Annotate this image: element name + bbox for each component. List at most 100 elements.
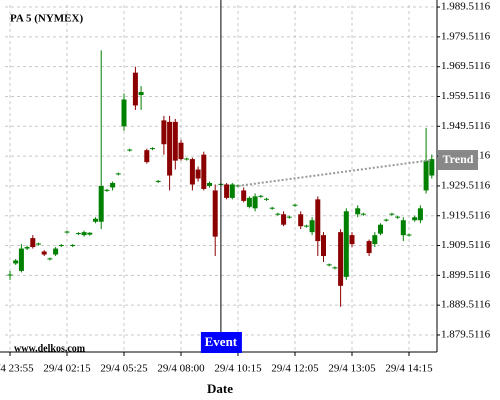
candle-body — [355, 208, 361, 215]
candle-body — [378, 224, 383, 234]
candle-body — [349, 235, 355, 245]
candle-body — [207, 182, 212, 186]
x-tick-label: 29/4 05:25 — [100, 363, 148, 375]
x-tick-label: 29/4 13:05 — [328, 363, 376, 375]
trend-box — [438, 150, 478, 171]
candle-body — [58, 244, 64, 246]
candle-body — [224, 184, 230, 198]
candle-body — [47, 258, 53, 260]
candle-body — [155, 180, 161, 182]
candle-body — [81, 232, 87, 236]
candle-body — [127, 149, 133, 151]
candle-body — [41, 251, 47, 255]
candle-body — [184, 158, 190, 160]
candle-body — [372, 235, 378, 245]
watermark: www.delkos.com — [14, 343, 86, 354]
candle-body — [264, 198, 269, 200]
trend-line — [237, 159, 432, 187]
event-label: Event — [205, 334, 238, 349]
candle-body — [53, 248, 59, 255]
candle-body — [87, 232, 93, 235]
candle-body — [178, 142, 184, 160]
candle-body — [132, 72, 138, 106]
candle-body — [395, 216, 401, 218]
candle-body — [315, 199, 321, 242]
candle-body — [303, 225, 309, 227]
candle-body — [93, 218, 98, 222]
y-tick-label: 1.889.5116 — [441, 299, 491, 311]
candle-body — [258, 195, 264, 197]
candle-body — [383, 219, 389, 221]
candle-body — [389, 213, 395, 215]
candle-body — [195, 169, 201, 179]
candle-body — [332, 267, 338, 269]
y-tick-label: 1.949.5116 — [441, 120, 491, 132]
chart-title: PA 5 (NYMEX) — [10, 13, 83, 25]
candle-body — [201, 154, 207, 189]
candle-body — [326, 264, 332, 266]
x-tick-label: 29/4 08:00 — [157, 363, 205, 375]
y-tick-label: 1.879.5116 — [441, 329, 491, 341]
candle-body — [104, 189, 110, 191]
y-tick-label: 1.929.5116 — [441, 179, 491, 191]
candle-body — [292, 204, 298, 206]
candle-body — [321, 235, 326, 257]
trend-label: Trend — [443, 152, 474, 166]
candle-body — [150, 148, 155, 150]
candle-body — [423, 160, 429, 191]
candle-body — [98, 185, 104, 222]
candle-body — [110, 182, 116, 188]
x-tick-label: 29/4 10:15 — [214, 363, 262, 375]
candle-body — [229, 184, 235, 198]
x-tick-label: 29/4 23:55 — [0, 363, 34, 375]
candle-body — [343, 211, 349, 277]
candle-body — [286, 216, 292, 218]
x-axis-title: Date — [207, 381, 233, 396]
candle-body — [36, 243, 41, 245]
candle-body — [269, 207, 275, 209]
candle-body — [246, 197, 252, 207]
candle-body — [212, 190, 218, 237]
candle-body — [275, 213, 281, 215]
candle-body — [138, 92, 144, 96]
candle-body — [75, 233, 81, 235]
candle-body — [115, 173, 121, 175]
y-tick-label: 1.959.5116 — [441, 90, 491, 102]
candle-body — [70, 244, 76, 246]
candle-body — [172, 121, 178, 161]
candle-body — [309, 220, 315, 233]
candle-body — [64, 231, 70, 233]
event-box — [200, 332, 242, 353]
candle-body — [144, 150, 150, 163]
candle-body — [30, 238, 36, 248]
candle-body — [241, 190, 247, 201]
x-tick-label: 29/4 14:15 — [385, 363, 433, 375]
y-tick-label: 1.909.5116 — [441, 239, 491, 251]
candle-body — [338, 232, 344, 286]
candle-body — [7, 274, 13, 276]
candle-body — [281, 214, 287, 225]
candle-body — [13, 260, 19, 264]
x-tick-label: 29/4 12:05 — [271, 363, 319, 375]
candle-body — [18, 248, 24, 271]
candle-body — [167, 121, 173, 176]
y-tick-label: 1.979.5116 — [441, 30, 491, 42]
candle-body — [189, 159, 195, 185]
candle-body — [429, 159, 435, 176]
y-tick-label: 1.989.5116 — [441, 1, 491, 13]
candle-body — [366, 241, 372, 254]
candle-body — [252, 196, 258, 209]
candle-body — [24, 247, 30, 249]
candle-body — [298, 214, 304, 227]
y-tick-label: 1.899.5116 — [441, 269, 491, 281]
candle-body — [360, 213, 366, 215]
candle-body — [406, 234, 412, 236]
y-tick-label: 1.919.5116 — [441, 209, 491, 221]
y-tick-label: 1.969.5116 — [441, 60, 491, 72]
candle-body — [161, 120, 167, 145]
candle-body — [121, 99, 127, 127]
candle-body — [412, 217, 418, 221]
x-tick-label: 29/4 02:15 — [43, 363, 91, 375]
candle-body — [417, 208, 423, 221]
